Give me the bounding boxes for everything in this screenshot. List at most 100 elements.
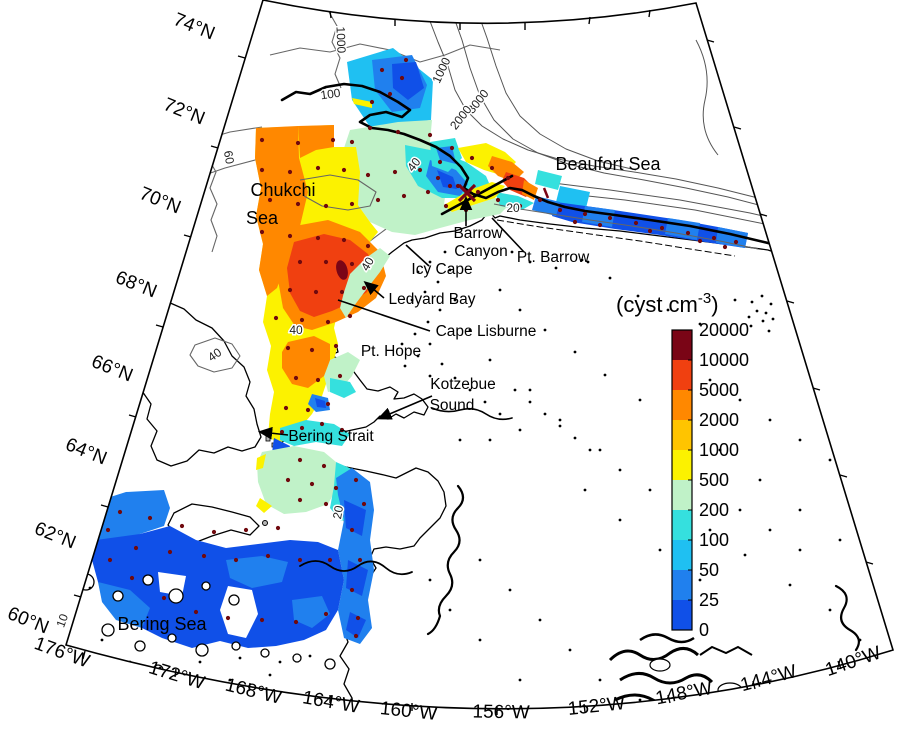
station-dot <box>285 345 291 351</box>
sea-labels: Chukchi Sea Beaufort Sea Bering Sea <box>117 154 661 634</box>
station-dot <box>401 193 407 199</box>
land-speck <box>598 678 602 682</box>
station-dot <box>275 525 281 531</box>
colorbar-segment <box>672 360 692 390</box>
station-dot <box>341 237 347 243</box>
land-speck <box>580 258 584 262</box>
chukchi-sea-label-line2: Sea <box>246 208 279 228</box>
land-speck <box>488 358 492 362</box>
station-dot <box>233 557 239 563</box>
barrow-canyon-label-line1: Barrow <box>453 225 503 242</box>
land-speck <box>828 608 832 612</box>
land-speck <box>698 322 702 326</box>
station-dot <box>403 57 409 63</box>
station-dot <box>323 611 329 617</box>
station-dot <box>733 239 739 245</box>
station-dot <box>117 509 123 515</box>
station-dot <box>361 285 367 291</box>
station-dot <box>697 238 703 244</box>
land-speck <box>603 373 607 377</box>
station-dot <box>323 501 329 507</box>
land-speck <box>468 328 472 332</box>
contour-label-20: 20 <box>330 504 346 520</box>
land-speck <box>738 398 742 402</box>
land-speck <box>440 362 444 366</box>
station-dot <box>309 481 315 487</box>
land-speck <box>308 654 312 658</box>
station-dot <box>353 633 359 639</box>
station-dot <box>572 219 578 225</box>
land-speck <box>543 328 547 332</box>
land-speck <box>573 350 577 354</box>
colorbar-tick-label: 200 <box>699 500 729 520</box>
station-dot <box>179 523 185 529</box>
colorbar-tick-label: 2000 <box>699 410 739 430</box>
station-dot <box>225 615 231 621</box>
station-dot <box>259 229 265 235</box>
colorbar-tick-label: 50 <box>699 560 719 580</box>
station-dot <box>297 497 303 503</box>
contour-label-40: 40 <box>289 323 303 337</box>
station-dot <box>309 347 315 353</box>
station-dot <box>297 259 303 265</box>
land-speck <box>468 388 472 392</box>
station-dot <box>349 527 355 533</box>
station-dot <box>295 140 301 146</box>
contour-label-60: 60 <box>221 150 237 166</box>
land-speck <box>538 618 542 622</box>
station-dot <box>365 172 371 178</box>
land-speck <box>478 558 482 562</box>
contour-label-20: 20 <box>506 201 520 215</box>
barrow-canyon-transect <box>440 174 514 216</box>
pt-barrow-label: Pt. Barrow <box>517 249 590 266</box>
colorbar-segment <box>672 330 692 360</box>
land-speck <box>518 428 522 432</box>
station-dot <box>107 557 113 563</box>
station-dot <box>315 235 321 241</box>
colorbar-title: (cyst cm-3) <box>616 290 719 317</box>
land-speck <box>458 438 462 442</box>
colorbar-segment <box>672 540 692 570</box>
land-speck <box>453 376 457 380</box>
station-dot <box>395 129 401 135</box>
station-dot <box>369 99 375 105</box>
cape-lisburne-leader <box>337 299 431 332</box>
land-speck <box>426 320 430 324</box>
station-dot <box>147 515 153 521</box>
colorbar-segment <box>672 600 692 630</box>
land-speck <box>768 528 772 532</box>
station-dot <box>582 211 588 217</box>
station-dot <box>375 197 381 203</box>
pt-hope-label: Pt. Hope <box>361 343 421 360</box>
colorbar-tick-label: 25 <box>699 590 719 610</box>
station-dot <box>313 289 319 295</box>
land-speck <box>708 378 712 382</box>
land-speck <box>448 608 452 612</box>
land-speck <box>764 311 768 315</box>
land-speck <box>113 674 117 678</box>
colorbar-tick-label: 10000 <box>699 350 749 370</box>
lat-label: 60°N <box>4 603 51 638</box>
station-dot <box>722 244 728 250</box>
land-speck <box>498 412 502 416</box>
land-speck <box>428 260 432 264</box>
land-speck <box>598 448 602 452</box>
station-dot <box>295 201 301 207</box>
land-speck <box>453 298 457 302</box>
station-dot <box>443 203 449 209</box>
kotzebue-sound-arrow <box>377 395 433 420</box>
station-dot <box>129 575 135 581</box>
annotation-arrows <box>257 195 525 440</box>
station-dot <box>367 125 373 131</box>
land-speck <box>438 308 442 312</box>
station-dot <box>330 137 336 143</box>
station-dot <box>327 557 333 563</box>
land-speck <box>543 412 547 416</box>
land-speck <box>658 548 662 552</box>
colorbar-segment <box>672 570 692 600</box>
station-dot <box>211 529 217 535</box>
station-dot <box>287 287 293 293</box>
station-dot <box>425 189 431 195</box>
land-speck <box>488 438 492 442</box>
land-speck <box>483 400 487 404</box>
